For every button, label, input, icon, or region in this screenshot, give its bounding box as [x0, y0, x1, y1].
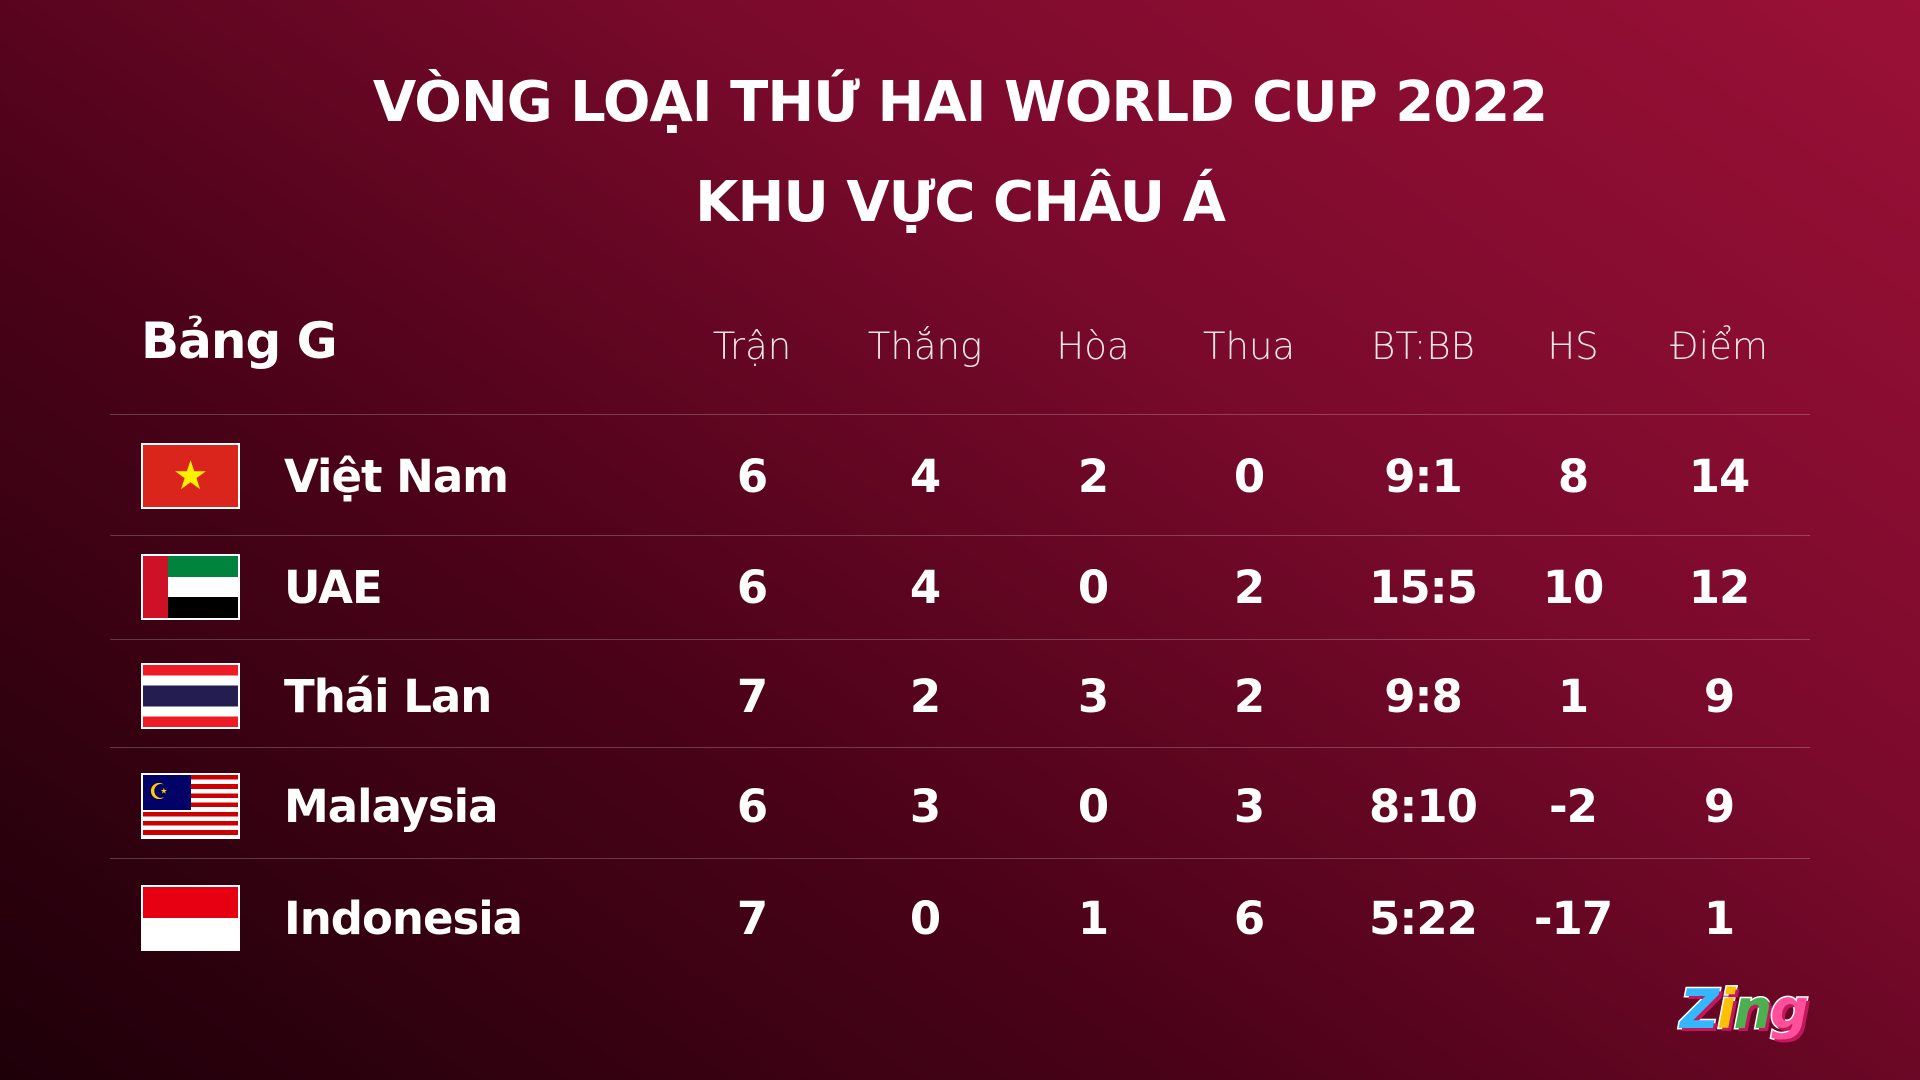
cell-points: 12: [1688, 561, 1751, 614]
malaysia-flag-icon: ☪: [141, 773, 240, 839]
thailand-flag-icon: [141, 663, 240, 729]
zing-logo: Zing: [1678, 977, 1810, 1043]
cell-points: 14: [1688, 450, 1751, 503]
table-row: Indonesia 7 0 1 6 5:22 -17 1: [0, 878, 1920, 958]
vietnam-flag-icon: ★: [141, 443, 240, 509]
title-line-1: VÒNG LOẠI THỨ HAI WORLD CUP 2022: [372, 70, 1548, 135]
uae-flag-icon: [141, 554, 240, 620]
cell-goal-diff: 10: [1542, 561, 1605, 614]
cell-lost: 6: [1233, 892, 1265, 945]
cell-goals: 9:8: [1384, 670, 1463, 723]
header-points: Điểm: [1670, 325, 1768, 368]
cell-drawn: 0: [1077, 780, 1109, 833]
header-lost: Thua: [1202, 325, 1296, 368]
cell-goal-diff: -17: [1533, 892, 1613, 945]
cell-played: 6: [736, 450, 768, 503]
table-row: ★ Việt Nam 6 4 2 0 9:1 8 14: [0, 436, 1920, 516]
indonesia-flag-icon: [141, 885, 240, 951]
team-name: Indonesia: [284, 892, 523, 945]
header-played: Trận: [712, 325, 792, 368]
cell-played: 7: [736, 892, 768, 945]
cell-lost: 0: [1233, 450, 1265, 503]
cell-won: 0: [909, 892, 941, 945]
team-name: Việt Nam: [284, 450, 509, 503]
divider: [110, 747, 1810, 748]
cell-goals: 9:1: [1384, 450, 1463, 503]
cell-points: 9: [1703, 780, 1735, 833]
table-row: ☪ Malaysia 6 3 0 3 8:10 -2 9: [0, 766, 1920, 846]
cell-goals: 15:5: [1369, 561, 1478, 614]
cell-lost: 2: [1233, 561, 1265, 614]
team-name: UAE: [284, 561, 383, 614]
table-row: UAE 6 4 0 2 15:5 10 12: [0, 547, 1920, 627]
team-name: Malaysia: [284, 780, 498, 833]
divider: [110, 858, 1810, 859]
cell-goals: 8:10: [1369, 780, 1478, 833]
cell-goal-diff: 8: [1557, 450, 1589, 503]
title-line-2: KHU VỰC CHÂU Á: [695, 170, 1226, 235]
cell-goals: 5:22: [1369, 892, 1478, 945]
header-goal-diff: HS: [1547, 325, 1599, 368]
header-won: Thắng: [867, 325, 983, 368]
header-goals: BT:BB: [1371, 325, 1475, 368]
cell-drawn: 2: [1077, 450, 1109, 503]
cell-goal-diff: -2: [1549, 780, 1598, 833]
cell-won: 3: [909, 780, 941, 833]
cell-played: 7: [736, 670, 768, 723]
cell-lost: 3: [1233, 780, 1265, 833]
cell-lost: 2: [1233, 670, 1265, 723]
cell-drawn: 3: [1077, 670, 1109, 723]
group-label: Bảng G: [141, 312, 338, 370]
table-row: Thái Lan 7 2 3 2 9:8 1 9: [0, 656, 1920, 736]
cell-goal-diff: 1: [1557, 670, 1589, 723]
divider: [110, 414, 1810, 415]
divider: [110, 639, 1810, 640]
cell-drawn: 1: [1077, 892, 1109, 945]
cell-points: 9: [1703, 670, 1735, 723]
header-drawn: Hòa: [1056, 325, 1130, 368]
cell-played: 6: [736, 780, 768, 833]
divider: [110, 535, 1810, 536]
cell-played: 6: [736, 561, 768, 614]
cell-drawn: 0: [1077, 561, 1109, 614]
team-name: Thái Lan: [284, 670, 492, 723]
cell-won: 4: [909, 561, 941, 614]
cell-won: 4: [909, 450, 941, 503]
cell-won: 2: [909, 670, 941, 723]
cell-points: 1: [1703, 892, 1735, 945]
